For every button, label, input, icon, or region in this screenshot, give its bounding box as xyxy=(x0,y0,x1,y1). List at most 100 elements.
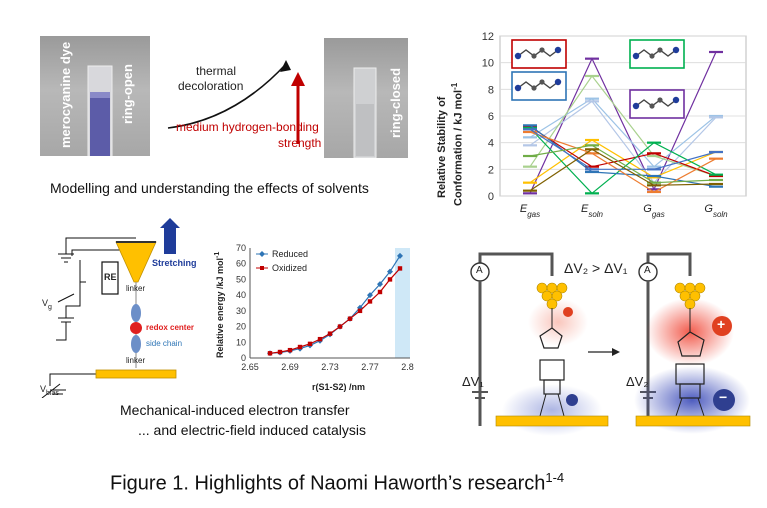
molecule-bonds xyxy=(517,49,559,57)
chart3-point-oxidized xyxy=(377,289,383,295)
arrows-graphic xyxy=(167,60,305,144)
chart3-point-oxidized xyxy=(367,299,373,304)
chart3-ytick: 70 xyxy=(236,244,246,253)
circuit-diagram xyxy=(41,218,180,398)
chart3-highlight xyxy=(395,248,410,358)
chart3-point-oxidized xyxy=(317,336,323,342)
atom-c-icon xyxy=(649,53,655,59)
chart3-ytick: 40 xyxy=(236,290,246,300)
label-stretching: Stretching xyxy=(152,258,197,268)
molecule-bonds xyxy=(635,99,677,107)
chart2-series-line xyxy=(529,51,717,194)
energy-chart: 0 10 20 30 40 50 60 70 2.65 2.69 2.73 2.77 2.81 Reduc… xyxy=(236,244,414,372)
atom-c-icon xyxy=(657,97,663,103)
cuvette-photo-open: merocyanine dye ring-open xyxy=(40,36,150,159)
label-vg: Vg xyxy=(42,298,52,311)
atom-n-icon xyxy=(514,52,522,60)
hbond-text-line1: medium hydrogen-bonding xyxy=(176,120,319,134)
chart3-point-oxidized xyxy=(357,308,363,314)
chart2-series-line xyxy=(529,74,717,177)
panel-mechanical: Stretching RE Vg linker redox center sid… xyxy=(36,218,414,444)
chart3-xtick: 2.69 xyxy=(281,362,299,372)
panel-solvents: merocyanine dye ring-open thermal decolo… xyxy=(36,28,408,203)
caption-solvents: Modelling and understanding the effects … xyxy=(50,180,369,196)
atom-c-icon xyxy=(539,47,545,53)
chart3-point-oxidized xyxy=(277,349,283,355)
molecule-bonds xyxy=(635,49,677,57)
atom-c-icon xyxy=(657,47,663,53)
figure-caption: Figure 1. Highlights of Naomi Haworth’s … xyxy=(110,470,565,495)
atom-c-icon xyxy=(531,85,537,91)
chart3-xtick: 2.65 xyxy=(241,362,259,372)
label-redox: redox center xyxy=(146,323,195,332)
chart2-ytick: 12 xyxy=(482,31,494,43)
chart2-series-line xyxy=(529,128,717,170)
atom-n-icon xyxy=(554,46,562,54)
chart2-xtick: Esoln xyxy=(581,203,604,219)
chart2-series-line xyxy=(529,148,717,192)
label-linker-bottom: linker xyxy=(126,356,146,365)
label-linker-top: linker xyxy=(126,284,146,293)
chart3-point-oxidized xyxy=(297,344,303,350)
chart3-point-reduced xyxy=(367,292,373,299)
chart2-series-line xyxy=(529,97,717,168)
label-voltage-compare: ΔV₂ > ΔV₁ xyxy=(564,260,628,276)
legend-oxidized-marker xyxy=(260,266,264,270)
label-ring-open: ring-open xyxy=(120,64,135,124)
chart3-ytick: 20 xyxy=(236,322,246,332)
chart2-ytick: 10 xyxy=(482,58,494,70)
chart3-point-oxidized xyxy=(347,316,353,321)
cuvette-photo-closed: ring-closed xyxy=(324,38,408,159)
atom-c-icon xyxy=(531,53,537,59)
legend-reduced: Reduced xyxy=(272,249,308,259)
panel-electric-field: A A ΔV₂ > ΔV₁ ΔV₁ ΔV₂ + − xyxy=(462,250,756,440)
chart3-point-oxidized xyxy=(307,341,313,347)
atom-n-icon xyxy=(514,84,522,92)
minus-charge-icon: − xyxy=(719,389,728,405)
chart2-xtick: Gsoln xyxy=(704,203,728,219)
chart3-xtick: 2.77 xyxy=(361,362,379,372)
label-dv1: ΔV₁ xyxy=(462,374,484,389)
chart2-series-line xyxy=(529,126,717,177)
atom-n-icon xyxy=(632,52,640,60)
chart3-point-reduced xyxy=(357,304,363,311)
atom-c-icon xyxy=(539,79,545,85)
chart3-point-reduced xyxy=(387,268,393,275)
caption-mechanical-2: ... and electric-field induced catalysis xyxy=(138,422,366,438)
legend-oxidized: Oxidized xyxy=(272,263,307,273)
chart2-ylabel-line1: Relative Stability of xyxy=(436,96,448,198)
molecule-inset xyxy=(511,71,567,101)
ammeter-left-icon: A xyxy=(476,265,483,276)
chart3-xtick: 2.73 xyxy=(321,362,339,372)
label-side-chain: side chain xyxy=(146,339,183,348)
plus-charge-icon: + xyxy=(717,316,726,332)
chart3-point-oxidized xyxy=(387,277,393,282)
label-ring-closed: ring-closed xyxy=(388,67,403,138)
atom-c-icon xyxy=(649,103,655,109)
conformation-chart: 0 2 4 6 8 10 12 Egas Esoln Ggas Gsoln xyxy=(482,31,747,219)
label-dye: merocyanine dye xyxy=(58,41,73,148)
label-vbias: Vbias xyxy=(40,384,59,397)
chart2-series-line xyxy=(529,144,717,184)
chart3-point-oxidized xyxy=(397,266,403,271)
hbond-text-line2: strength xyxy=(278,136,322,150)
chart2-ytick: 4 xyxy=(488,138,494,150)
panel-conformation-chart: Relative Stability of Conformation / kJ … xyxy=(424,28,754,233)
chart3-ytick: 60 xyxy=(236,259,246,269)
chart3-point-oxidized xyxy=(327,331,333,336)
atom-n-icon xyxy=(672,96,680,104)
chart3-point-oxidized xyxy=(267,351,273,356)
chart3-ytick: 10 xyxy=(236,337,246,347)
thermal-text-line2: decoloration xyxy=(178,79,244,93)
label-dv2: ΔV₂ xyxy=(626,374,649,389)
chart3-point-reduced xyxy=(377,281,383,288)
caption-mechanical-1: Mechanical-induced electron transfer xyxy=(120,402,350,418)
chart3-xtick: 2.81 xyxy=(401,362,414,372)
chart2-ytick: 0 xyxy=(488,191,494,203)
label-re: RE xyxy=(104,272,117,282)
chart3-xlabel: r(S1-S2) /nm xyxy=(312,382,366,392)
chart2-ytick: 2 xyxy=(488,164,494,176)
chart3-point-oxidized xyxy=(287,347,293,353)
chart3-ytick: 50 xyxy=(236,274,246,284)
chart2-xtick: Egas xyxy=(520,203,540,219)
